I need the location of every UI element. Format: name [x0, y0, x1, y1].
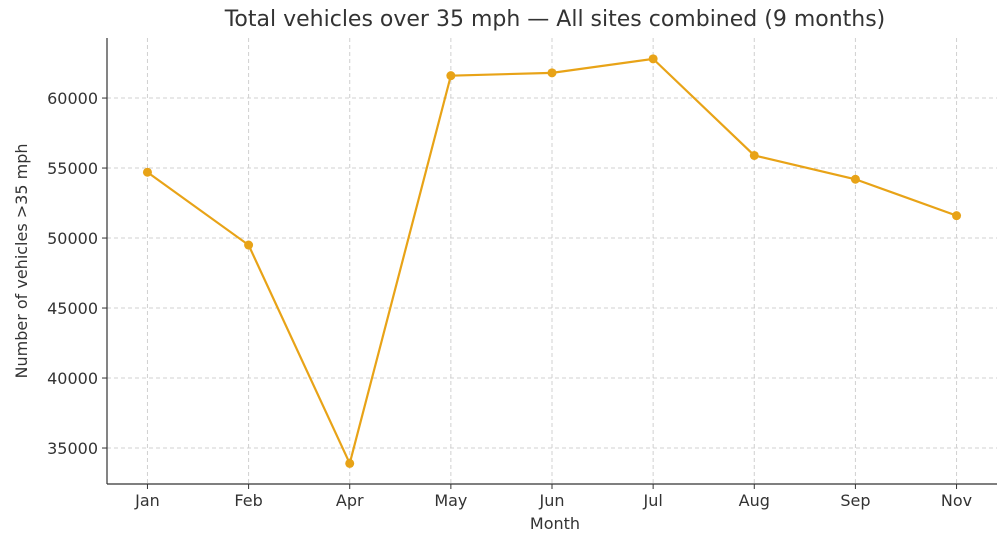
y-tick-label: 40000	[47, 369, 98, 388]
chart-title: Total vehicles over 35 mph — All sites c…	[224, 7, 886, 32]
x-tick-label: Nov	[941, 491, 972, 510]
x-tick-label: Apr	[336, 491, 364, 510]
y-axis-label: Number of vehicles >35 mph	[12, 143, 31, 378]
point	[244, 240, 254, 250]
point	[749, 150, 759, 160]
y-tick-label: 45000	[47, 299, 98, 318]
y-tick-label: 60000	[47, 89, 98, 108]
x-tick-label: Sep	[840, 491, 870, 510]
x-axis-label: Month	[530, 514, 580, 533]
point	[142, 167, 152, 177]
x-tick-label: Jun	[539, 491, 565, 510]
point	[345, 458, 355, 468]
point	[850, 174, 860, 184]
y-tick-label: 50000	[47, 229, 98, 248]
y-tick-label: 55000	[47, 159, 98, 178]
point	[547, 68, 557, 78]
x-tick-label: Jan	[134, 491, 160, 510]
x-tick-label: May	[434, 491, 467, 510]
point	[648, 54, 658, 64]
point	[446, 71, 456, 81]
point	[952, 211, 962, 221]
y-tick-label: 35000	[47, 439, 98, 458]
x-tick-label: Aug	[739, 491, 770, 510]
x-tick-label: Jul	[642, 491, 662, 510]
x-tick-label: Feb	[234, 491, 262, 510]
